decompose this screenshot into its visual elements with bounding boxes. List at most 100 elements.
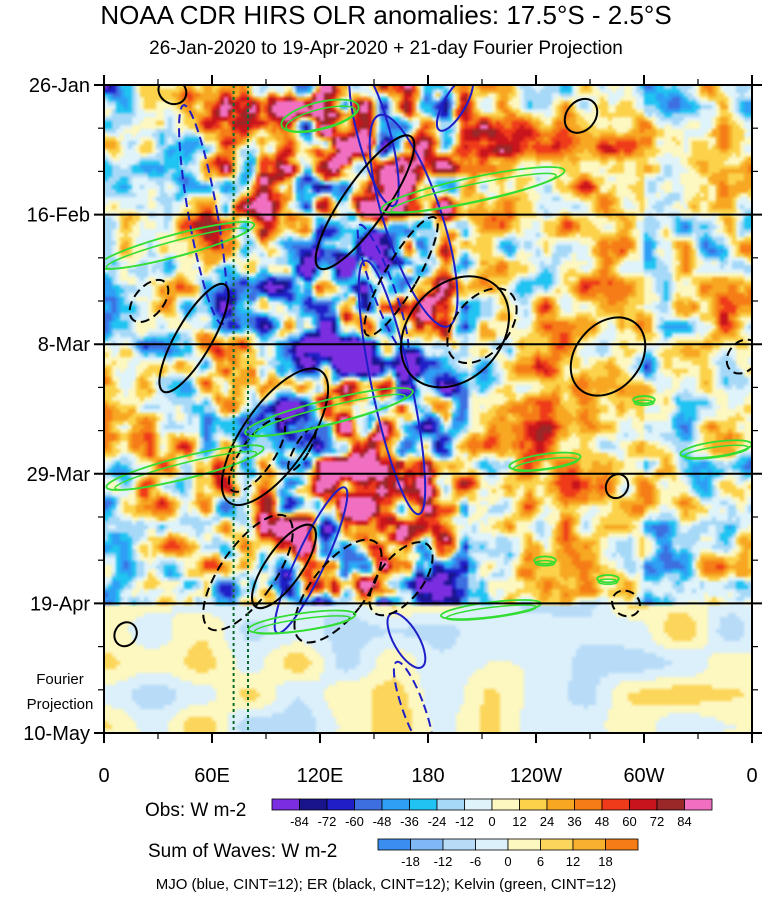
obs-colorbar-swatch-12 bbox=[601, 798, 630, 811]
waves-colorbar-swatch-2 bbox=[442, 838, 476, 851]
kelvin-contour-inner-0 bbox=[285, 105, 357, 133]
waves-colorbar-swatch-5 bbox=[540, 838, 574, 851]
x-tick-label-2: 120E bbox=[297, 765, 344, 787]
x-tick-label-1: 60E bbox=[194, 765, 230, 787]
waves-colorbar: -18 -12 -6 0 6 12 18 bbox=[377, 838, 639, 869]
obs-colorbar-level-12: 60 bbox=[622, 814, 636, 829]
mjo-contour-2 bbox=[368, 113, 459, 328]
obs-colorbar-swatch-0 bbox=[271, 798, 300, 811]
obs-colorbar-level-9: 24 bbox=[540, 814, 554, 829]
er-contour-14 bbox=[251, 523, 317, 610]
kelvin-contour-5 bbox=[508, 451, 582, 472]
obs-colorbar-swatch-14 bbox=[656, 798, 685, 811]
obs-colorbar-swatch-2 bbox=[326, 798, 355, 811]
er-contour-7 bbox=[128, 278, 170, 324]
obs-colorbar-level-7: 0 bbox=[488, 814, 495, 829]
obs-colorbar-swatch-1 bbox=[299, 798, 328, 811]
waves-colorbar-level-6: 18 bbox=[598, 854, 612, 869]
obs-colorbar-swatch-11 bbox=[574, 798, 603, 811]
kelvin-contour-inner-10 bbox=[597, 578, 619, 586]
obs-colorbar-level-4: -36 bbox=[400, 814, 419, 829]
obs-colorbar-level-6: -12 bbox=[455, 814, 474, 829]
er-contour-12 bbox=[368, 541, 434, 617]
er-contour-4 bbox=[446, 287, 518, 365]
mjo-contour-8 bbox=[392, 660, 435, 733]
kelvin-contour-inner-11 bbox=[633, 399, 655, 407]
reference-longitude-lines bbox=[232, 85, 249, 733]
waves-colorbar-level-1: -12 bbox=[434, 854, 453, 869]
y-tick-label-0: 26-Jan bbox=[29, 75, 90, 97]
waves-colorbar-swatch-7 bbox=[605, 838, 639, 851]
waves-colorbar-swatch-1 bbox=[410, 838, 444, 851]
waves-colorbar-level-5: 12 bbox=[566, 854, 580, 869]
x-tick-label-3: 180 bbox=[411, 765, 444, 787]
er-contour-3 bbox=[400, 275, 510, 389]
obs-colorbar-level-14: 84 bbox=[677, 814, 691, 829]
y-tick-label-2: 8-Mar bbox=[38, 334, 91, 356]
chart-subtitle: 26-Jan-2020 to 19-Apr-2020 + 21-day Four… bbox=[149, 38, 623, 59]
obs-colorbar-level-8: 12 bbox=[512, 814, 526, 829]
kelvin-contour-inner-8 bbox=[445, 604, 538, 621]
obs-colorbar-swatch-13 bbox=[629, 798, 658, 811]
er-contour-10 bbox=[563, 97, 599, 134]
er-contour-0 bbox=[157, 85, 188, 106]
y-tick-labels: 26-Jan 16-Feb 8-Mar 29-Mar 19-Apr 10-May bbox=[23, 75, 90, 745]
x-tick-labels: 0 60E 120E 180 120W 60W 0 bbox=[98, 765, 757, 787]
kelvin-contour-inner-9 bbox=[534, 559, 556, 567]
waves-colorbar-swatch-3 bbox=[475, 838, 509, 851]
x-tick-label-4: 120W bbox=[510, 765, 562, 787]
kelvin-contour-10 bbox=[596, 574, 620, 584]
obs-colorbar-level-3: -48 bbox=[373, 814, 392, 829]
waves-colorbar-swatch-0 bbox=[377, 838, 411, 851]
er-contour-13 bbox=[202, 513, 294, 632]
mjo-contour-3 bbox=[357, 259, 427, 516]
olr-anomaly-image bbox=[104, 85, 752, 733]
er-contour-15 bbox=[611, 589, 641, 618]
y-tick-label-4: 19-Apr bbox=[30, 593, 90, 615]
waves-colorbar-label: Sum of Waves: W m-2 bbox=[148, 841, 338, 862]
er-contour-2 bbox=[363, 215, 439, 337]
waves-colorbar-level-3: 0 bbox=[504, 854, 511, 869]
obs-colorbar-level-1: -72 bbox=[318, 814, 337, 829]
y-tick-label-5: 10-May bbox=[23, 723, 90, 745]
projection-label-line1: Fourier bbox=[36, 671, 84, 688]
chart-title: NOAA CDR HIRS OLR anomalies: 17.5°S - 2.… bbox=[100, 0, 672, 30]
er-contour-6 bbox=[158, 282, 230, 394]
axis-ticks bbox=[94, 75, 762, 743]
kelvin-contour-inner-3 bbox=[253, 393, 406, 437]
er-contour-8 bbox=[220, 367, 330, 507]
waves-colorbar-level-4: 6 bbox=[537, 854, 544, 869]
obs-colorbar-swatch-5 bbox=[409, 798, 438, 811]
olr-anomaly-field bbox=[104, 85, 752, 733]
obs-colorbar-level-2: -60 bbox=[345, 814, 364, 829]
projection-label-line2: Projection bbox=[27, 696, 94, 713]
waves-colorbar-swatch-4 bbox=[507, 838, 541, 851]
obs-colorbar-level-10: 36 bbox=[567, 814, 581, 829]
kelvin-contour-inner-1 bbox=[390, 172, 557, 214]
kelvin-contour-9 bbox=[533, 555, 557, 565]
waves-colorbar-level-0: -18 bbox=[401, 854, 420, 869]
er-contour-16 bbox=[113, 621, 138, 648]
mjo-contour-7 bbox=[178, 104, 228, 326]
x-tick-label-0: 0 bbox=[98, 765, 109, 787]
mjo-contour-0 bbox=[435, 85, 475, 132]
y-tick-label-1: 16-Feb bbox=[27, 205, 90, 227]
obs-colorbar-label: Obs: W m-2 bbox=[145, 800, 247, 821]
obs-colorbar-swatch-8 bbox=[491, 798, 520, 811]
x-tick-label-6: 0 bbox=[746, 765, 757, 787]
obs-colorbar-swatch-9 bbox=[519, 798, 548, 811]
kelvin-contour-0 bbox=[280, 98, 360, 134]
waves-colorbar-swatch-6 bbox=[572, 838, 606, 851]
kelvin-contour-inner-7 bbox=[253, 615, 352, 635]
x-tick-label-5: 60W bbox=[623, 765, 664, 787]
kelvin-contour-11 bbox=[632, 395, 656, 405]
y-tick-label-3: 29-Mar bbox=[27, 464, 91, 486]
obs-colorbar-swatch-10 bbox=[546, 798, 575, 811]
contour-legend-caption: MJO (blue, CINT=12); ER (black, CINT=12)… bbox=[155, 876, 617, 893]
obs-colorbar-level-13: 72 bbox=[650, 814, 664, 829]
er-contour-19 bbox=[604, 473, 630, 500]
er-contour-11 bbox=[293, 538, 383, 644]
obs-colorbar-level-0: -84 bbox=[290, 814, 309, 829]
kelvin-contours bbox=[104, 98, 752, 635]
